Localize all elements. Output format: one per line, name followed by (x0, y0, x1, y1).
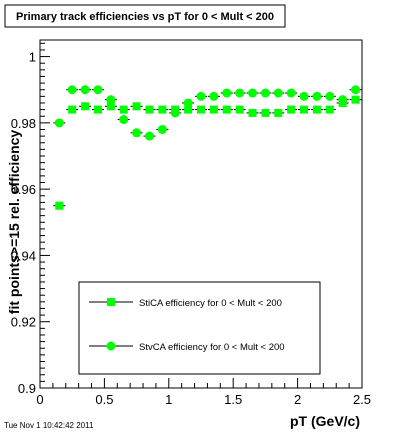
legend-label-stica: StiCA efficiency for 0 < Mult < 200 (139, 298, 282, 309)
x-tick-label: 0 (36, 392, 43, 407)
chart-title: Primary track efficiencies vs pT for 0 <… (16, 11, 274, 23)
x-tick-label: 2.5 (353, 392, 371, 407)
data-point (68, 105, 77, 114)
title-box: Primary track efficiencies vs pT for 0 <… (4, 4, 286, 28)
y-axis-label: fit points>=15 rel. efficiency (6, 130, 22, 315)
y-tick-label: 1 (29, 50, 36, 65)
series-stvca (53, 85, 362, 141)
data-point (132, 128, 142, 138)
data-point (312, 91, 322, 101)
data-point (260, 88, 270, 98)
y-tick-label: 0.9 (18, 381, 36, 396)
y-tick-label: 0.96 (11, 182, 36, 197)
y-tick-label: 0.92 (11, 315, 36, 330)
plot-frame (39, 39, 363, 389)
data-point (196, 91, 206, 101)
data-point (300, 105, 309, 114)
data-point (248, 108, 257, 117)
data-point (209, 105, 218, 114)
data-point (261, 108, 270, 117)
data-point (158, 105, 167, 114)
data-point (325, 91, 335, 101)
y-tick-label: 0.94 (11, 248, 36, 263)
data-point (119, 115, 129, 125)
x-tick-label: 2 (294, 392, 301, 407)
x-axis: 0 0.5 1 1.5 2 2.5 (36, 378, 371, 407)
data-point (222, 88, 232, 98)
data-point (209, 91, 219, 101)
data-point (54, 118, 64, 128)
y-tick-label: 0.98 (11, 116, 36, 131)
timestamp: Tue Nov 1 10:42:42 2011 (4, 421, 94, 430)
data-point (338, 95, 348, 105)
y-axis: 0.9 0.92 0.94 0.96 0.98 1 (11, 42, 50, 396)
data-point (286, 88, 296, 98)
data-point (157, 124, 167, 134)
series-layer (53, 85, 362, 210)
data-point (248, 88, 258, 98)
series-stica (53, 95, 362, 210)
square-marker-icon (107, 298, 115, 306)
data-point (351, 85, 361, 95)
data-point (132, 102, 141, 111)
data-point (183, 98, 193, 108)
data-point (93, 85, 103, 95)
legend-box (78, 281, 321, 375)
legend-label-stvca: StvCA efficiency for 0 < Mult < 200 (139, 342, 285, 353)
data-point (184, 105, 193, 114)
x-axis-label: pT (GeV/c) (290, 413, 360, 429)
data-point (273, 88, 283, 98)
data-point (170, 108, 180, 118)
data-point (55, 201, 64, 210)
data-point (67, 85, 77, 95)
data-point (144, 131, 154, 141)
data-point (299, 91, 309, 101)
data-point (197, 105, 205, 114)
x-tick-label: 1 (165, 392, 172, 407)
data-point (93, 105, 102, 114)
data-point (287, 105, 296, 114)
data-point (81, 102, 90, 111)
data-point (312, 105, 321, 114)
legend-item-stica: StiCA efficiency for 0 < Mult < 200 (89, 298, 282, 309)
data-point (119, 105, 128, 114)
data-point (351, 95, 360, 104)
x-tick-label: 1.5 (224, 392, 242, 407)
legend: StiCA efficiency for 0 < Mult < 200 StvC… (78, 281, 321, 375)
data-point (80, 85, 90, 95)
data-point (222, 105, 231, 114)
x-tick-label: 0.5 (95, 392, 113, 407)
data-point (106, 102, 115, 111)
legend-item-stvca: StvCA efficiency for 0 < Mult < 200 (89, 341, 285, 353)
data-point (235, 105, 244, 114)
data-point (325, 105, 334, 114)
data-point (235, 88, 245, 98)
data-point (145, 105, 154, 114)
data-point (274, 108, 283, 117)
data-point (106, 95, 116, 105)
circle-marker-icon (106, 341, 116, 351)
